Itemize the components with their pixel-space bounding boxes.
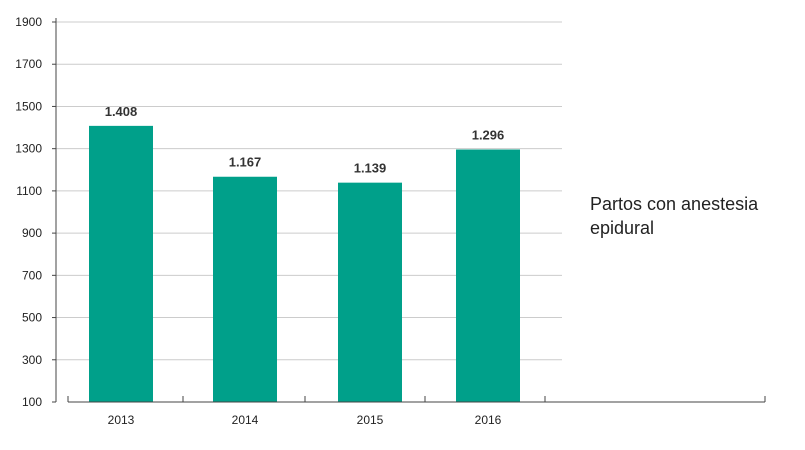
series-legend-label: Partos con anestesia epidural — [590, 194, 759, 238]
data-label-2015: 1.139 — [354, 161, 387, 176]
bar-2016 — [456, 149, 520, 402]
data-label-2014: 1.167 — [229, 155, 262, 170]
bars — [89, 125, 520, 402]
y-tick-label: 1900 — [15, 15, 42, 29]
y-tick-label: 1500 — [15, 99, 42, 113]
y-tick-label: 500 — [22, 311, 42, 325]
x-axis: 2013 2014 2015 2016 — [67, 396, 766, 427]
y-tick-label: 1100 — [16, 184, 42, 198]
bar-2014 — [213, 176, 277, 402]
y-tick-label: 300 — [22, 353, 42, 367]
x-tick-label-2013: 2013 — [108, 413, 135, 427]
bar-2015 — [338, 182, 402, 402]
x-tick-label-2014: 2014 — [232, 413, 259, 427]
x-tick-label-2016: 2016 — [475, 413, 502, 427]
y-tick-label: 700 — [22, 268, 42, 282]
y-tick-label: 1300 — [15, 142, 42, 156]
data-label-2013: 1.408 — [105, 104, 138, 119]
data-labels: 1.408 1.167 1.139 1.296 — [105, 104, 505, 176]
y-tick-label: 900 — [22, 226, 42, 240]
data-label-2016: 1.296 — [472, 128, 505, 143]
y-tick-label: 100 — [22, 395, 42, 409]
y-axis-ticks: 100 300 500 700 900 1100 1300 1500 1700 1900 — [15, 15, 57, 409]
x-tick-label-2015: 2015 — [357, 413, 384, 427]
y-tick-label: 1700 — [15, 57, 42, 71]
bar-2013 — [89, 125, 153, 402]
